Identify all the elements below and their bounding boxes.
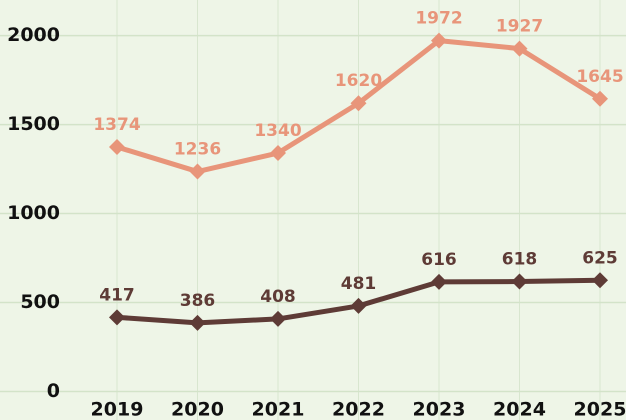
data-label: 481 xyxy=(341,274,377,294)
data-label: 417 xyxy=(99,285,135,305)
x-tick-label: 2020 xyxy=(171,399,224,420)
y-tick-label: 500 xyxy=(20,291,60,313)
point-marker xyxy=(109,309,125,326)
y-tick-label: 0 xyxy=(47,380,60,402)
point-marker xyxy=(189,314,206,331)
data-label: 618 xyxy=(502,250,538,270)
x-tick-label: 2019 xyxy=(91,399,144,420)
data-label: 1374 xyxy=(93,115,140,135)
point-marker xyxy=(431,32,447,49)
data-label: 1620 xyxy=(335,71,382,91)
point-marker xyxy=(511,273,528,290)
y-tick-label: 1000 xyxy=(7,202,60,224)
point-marker xyxy=(511,40,528,57)
point-marker xyxy=(592,272,608,289)
y-tick-label: 1500 xyxy=(7,113,60,135)
data-label: 1972 xyxy=(415,9,462,29)
point-marker xyxy=(109,139,125,155)
point-marker xyxy=(270,310,286,327)
x-tick-label: 2023 xyxy=(413,399,466,420)
x-tick-label: 2021 xyxy=(252,399,305,420)
point-marker xyxy=(350,95,367,112)
point-marker xyxy=(350,297,367,314)
data-label: 625 xyxy=(582,248,618,268)
y-tick-label: 2000 xyxy=(7,24,60,46)
x-tick-label: 2024 xyxy=(493,399,546,420)
point-marker xyxy=(189,163,206,180)
x-tick-label: 2025 xyxy=(574,399,626,420)
point-marker xyxy=(431,273,447,290)
data-label: 408 xyxy=(260,287,296,307)
data-label: 616 xyxy=(421,250,457,270)
data-label: 1340 xyxy=(254,121,301,141)
data-label: 386 xyxy=(180,291,216,311)
point-marker xyxy=(592,90,608,107)
data-label: 1645 xyxy=(576,67,623,87)
point-marker xyxy=(270,145,286,162)
data-label: 1927 xyxy=(496,17,543,37)
data-label: 1236 xyxy=(174,140,221,160)
x-tick-label: 2022 xyxy=(332,399,385,420)
